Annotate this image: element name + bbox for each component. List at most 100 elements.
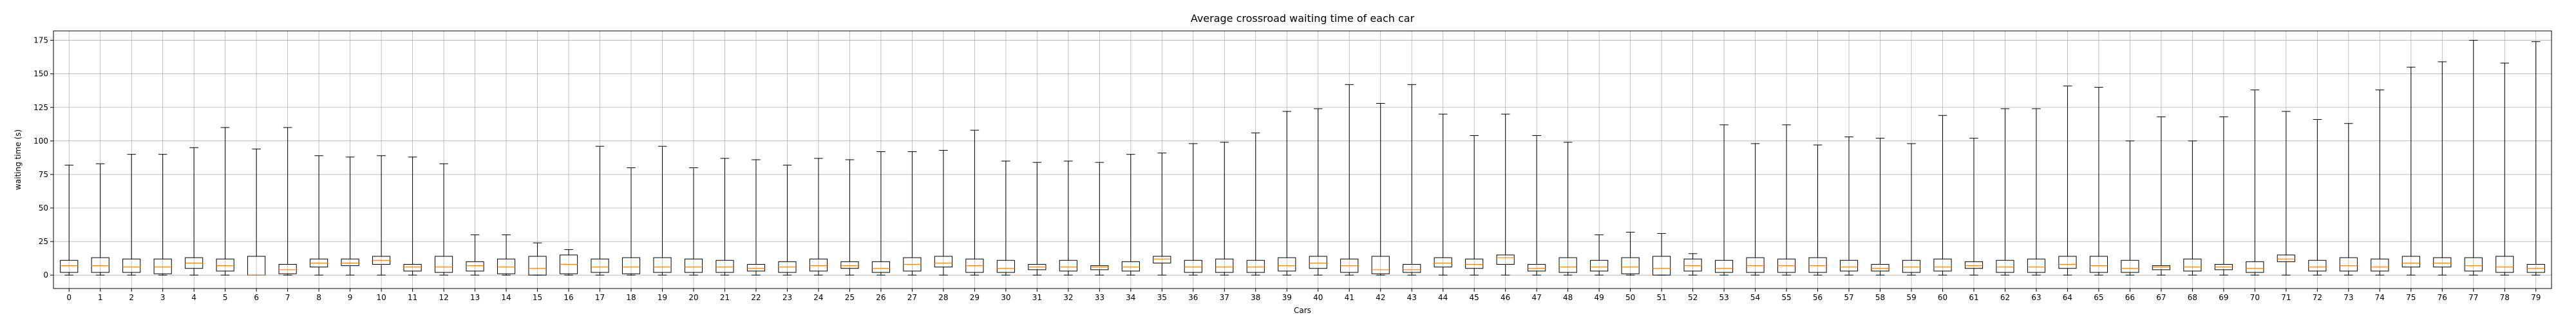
- y-tick-label: 125: [33, 103, 48, 112]
- box-41: [1340, 84, 1359, 276]
- x-tick-label: 31: [1032, 293, 1042, 302]
- x-tick-label: 29: [970, 293, 980, 302]
- box-23: [778, 164, 797, 276]
- box-72: [2308, 119, 2327, 276]
- iqr-box: [2027, 258, 2046, 273]
- iqr-box: [1558, 257, 1577, 273]
- iqr-box: [466, 261, 484, 272]
- x-tick-label: 49: [1594, 293, 1604, 302]
- box-43: [1403, 84, 1421, 276]
- box-14: [497, 234, 516, 276]
- x-tick-label: 61: [1969, 293, 1978, 302]
- box-60: [1933, 115, 1952, 276]
- iqr-box: [1621, 257, 1640, 274]
- box-45: [1465, 135, 1484, 276]
- x-tick-label: 66: [2125, 293, 2135, 302]
- box-15: [528, 242, 547, 276]
- box-27: [903, 151, 922, 276]
- box-16: [559, 249, 578, 276]
- box-52: [1683, 253, 1702, 276]
- box-11: [403, 156, 422, 276]
- iqr-box: [1964, 261, 1984, 269]
- box-8: [310, 155, 328, 276]
- x-tick-label: 7: [285, 293, 290, 302]
- box-70: [2246, 90, 2264, 276]
- iqr-box: [528, 256, 547, 276]
- box-6: [247, 148, 266, 276]
- box-37: [1215, 142, 1234, 276]
- x-tick-label: 56: [1813, 293, 1823, 302]
- x-tick-label: 13: [470, 293, 480, 302]
- x-tick-label: 68: [2188, 293, 2197, 302]
- y-tick-label: 75: [39, 170, 48, 179]
- x-tick-label: 18: [626, 293, 636, 302]
- box-26: [871, 151, 890, 276]
- x-tick-label: 33: [1095, 293, 1104, 302]
- box-51: [1653, 233, 1671, 276]
- iqr-box: [2121, 260, 2139, 273]
- x-tick-label: 32: [1063, 293, 1073, 302]
- iqr-box: [1933, 258, 1952, 272]
- box-73: [2339, 123, 2358, 276]
- box-21: [715, 158, 734, 276]
- box-19: [653, 146, 672, 276]
- x-tick-label: 28: [938, 293, 948, 302]
- iqr-box: [1465, 258, 1484, 269]
- iqr-box: [715, 260, 734, 273]
- box-34: [1121, 154, 1140, 276]
- iqr-box: [746, 264, 766, 272]
- box-49: [1590, 234, 1609, 276]
- y-tick-label: 0: [43, 270, 48, 279]
- box-36: [1184, 143, 1202, 276]
- x-tick-label: 34: [1126, 293, 1135, 302]
- iqr-box: [1121, 261, 1140, 272]
- iqr-box: [2152, 265, 2170, 270]
- x-tick-label: 16: [564, 293, 573, 302]
- box-24: [809, 158, 828, 276]
- x-tick-label: 3: [160, 293, 166, 302]
- x-tick-label: 72: [2313, 293, 2322, 302]
- box-12: [435, 163, 453, 276]
- plot-area-frame: [53, 30, 2552, 289]
- iqr-box: [934, 256, 952, 268]
- iqr-box: [2277, 254, 2295, 262]
- x-tick-label: 8: [316, 293, 321, 302]
- box-1: [91, 163, 109, 276]
- grid-lines: [53, 31, 2552, 289]
- iqr-box: [621, 257, 641, 274]
- iqr-box: [435, 256, 453, 273]
- x-tick-label: 74: [2375, 293, 2385, 302]
- iqr-box: [2246, 261, 2264, 273]
- iqr-box: [996, 260, 1015, 273]
- iqr-box: [1871, 264, 1889, 272]
- x-tick-label: 11: [408, 293, 417, 302]
- x-axis-title: Cars: [1294, 306, 1311, 315]
- box-9: [341, 156, 359, 276]
- x-tick-label: 67: [2156, 293, 2166, 302]
- box-3: [153, 154, 172, 276]
- x-tick-label: 55: [1781, 293, 1791, 302]
- x-tick-label: 22: [751, 293, 761, 302]
- iqr-box: [1090, 265, 1109, 270]
- iqr-box: [1902, 260, 1921, 273]
- iqr-box: [871, 261, 890, 273]
- x-tick-label: 76: [2438, 293, 2447, 302]
- box-10: [372, 155, 391, 276]
- box-29: [965, 129, 984, 276]
- iqr-box: [2339, 257, 2358, 272]
- iqr-box: [60, 260, 79, 273]
- box-75: [2401, 66, 2420, 276]
- box-77: [2464, 40, 2483, 276]
- x-tick-label: 75: [2406, 293, 2416, 302]
- iqr-box: [1715, 260, 1734, 273]
- x-tick-label: 59: [1906, 293, 1916, 302]
- x-tick-label: 50: [1625, 293, 1635, 302]
- x-tick-label: 64: [2063, 293, 2072, 302]
- x-tick-label: 1: [98, 293, 103, 302]
- x-tick-label: 6: [254, 293, 259, 302]
- x-tick-label: 41: [1345, 293, 1354, 302]
- iqr-box: [1371, 256, 1390, 274]
- y-axis-title: waiting time (s): [14, 129, 23, 190]
- iqr-box: [153, 258, 172, 274]
